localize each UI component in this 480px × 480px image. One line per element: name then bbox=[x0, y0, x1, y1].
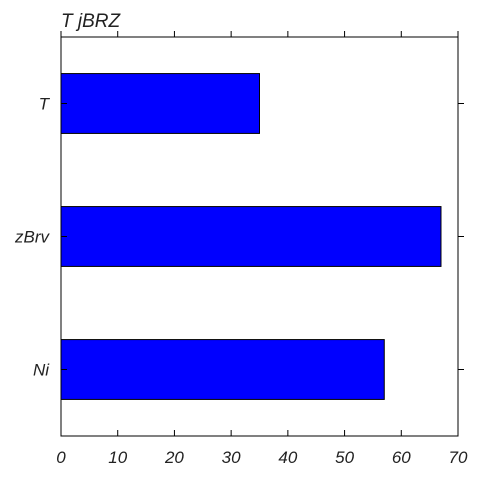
bar-Ni bbox=[60, 339, 385, 400]
x-tick-label: 60 bbox=[392, 448, 411, 467]
x-tick-label: 70 bbox=[449, 448, 468, 467]
bar-T bbox=[60, 73, 260, 134]
y-tick-label: zBrv bbox=[14, 228, 51, 247]
bars-group bbox=[60, 73, 442, 400]
x-tick-label: 30 bbox=[222, 448, 241, 467]
x-tick-label: 10 bbox=[108, 448, 127, 467]
bar-zBrv bbox=[60, 206, 442, 267]
y-tick-label: Ni bbox=[33, 361, 50, 380]
chart-title: T jBRZ bbox=[61, 11, 122, 32]
x-tick-label: 0 bbox=[56, 448, 66, 467]
x-tick-label: 40 bbox=[278, 448, 297, 467]
x-tick-label: 50 bbox=[335, 448, 354, 467]
plot-frame bbox=[60, 36, 459, 437]
x-tick-label: 20 bbox=[164, 448, 184, 467]
y-tick-label: T bbox=[39, 95, 51, 114]
